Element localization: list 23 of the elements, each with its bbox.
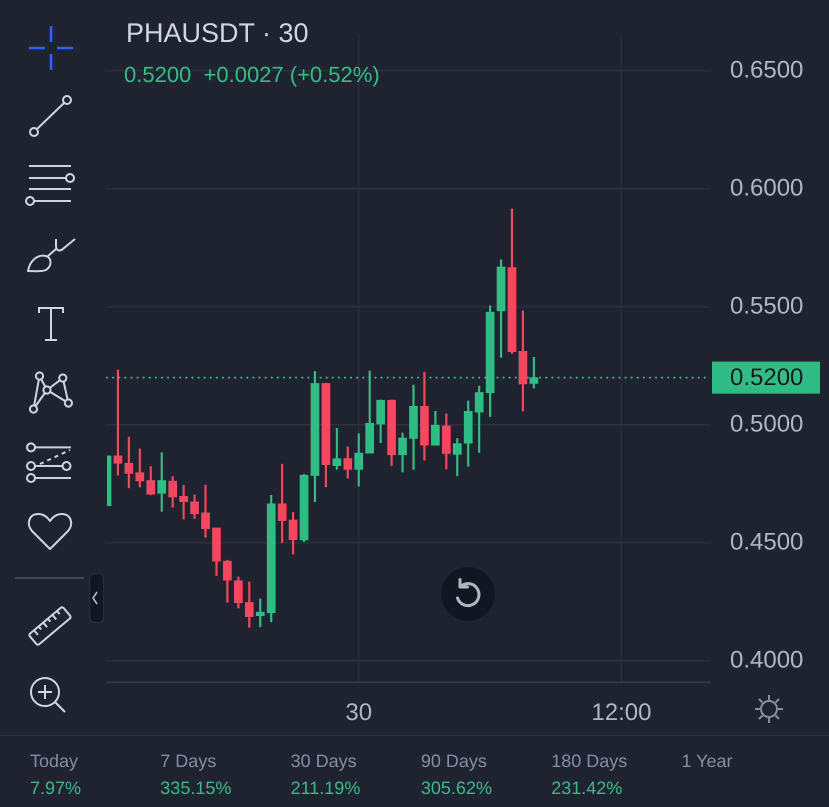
text: Today <box>30 750 78 772</box>
y-tick-label: 0.4500 <box>730 528 804 556</box>
text: 30 Days <box>290 750 357 772</box>
chart-title: PHAUSDT · 30 <box>126 17 309 50</box>
text: 335.15% <box>160 777 232 799</box>
y-tick-label: 0.5000 <box>730 410 804 438</box>
y-tick-label: 0.4000 <box>730 646 804 674</box>
ref-line-label: 0.5200 <box>730 364 804 392</box>
y-tick-label: 0.5500 <box>730 292 804 320</box>
text: 7.97% <box>30 777 82 799</box>
text: 90 Days <box>420 750 487 772</box>
text: 305.62% <box>420 777 492 799</box>
text: 0.5200 +0.0027 (+0.52%) <box>124 61 380 89</box>
text: 1 Year <box>682 750 733 772</box>
y-tick-label: 0.6000 <box>730 174 804 202</box>
candlestick <box>256 598 265 628</box>
text: 7 Days <box>160 750 216 772</box>
text: 180 Days <box>551 750 628 772</box>
text: 231.42% <box>551 777 622 799</box>
y-tick-label: 0.6500 <box>730 56 804 84</box>
x-tick-label: 12:00 <box>591 699 652 726</box>
text: 211.19% <box>290 777 360 799</box>
x-tick-label: 30 <box>345 699 372 726</box>
